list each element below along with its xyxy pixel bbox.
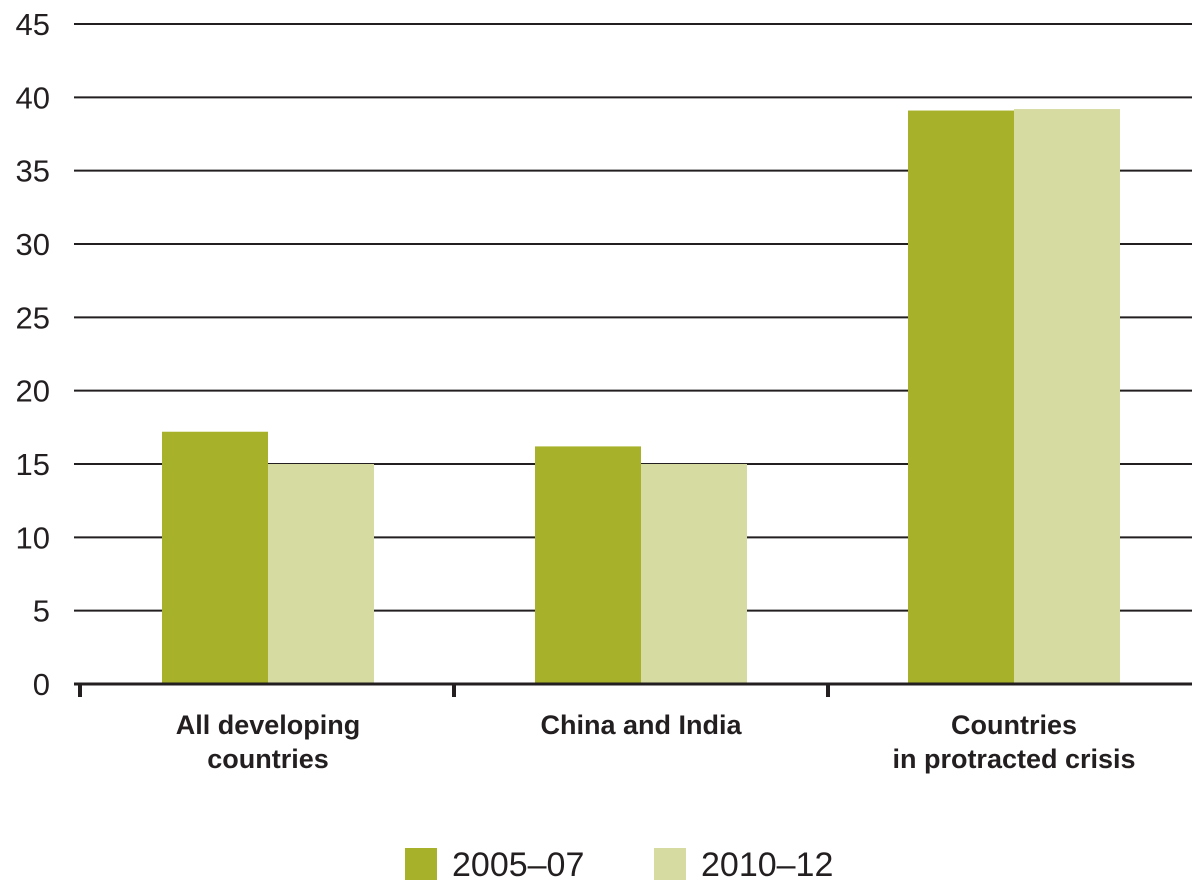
legend-swatch-2 bbox=[654, 848, 686, 880]
bar-series-2-category-3 bbox=[1014, 109, 1120, 685]
x-category-label: countries bbox=[207, 744, 329, 774]
y-axis-tick-labels: 0 5 10 15 20 25 30 35 40 45 bbox=[16, 7, 50, 702]
x-axis bbox=[74, 682, 1192, 697]
bar-series-2-category-2 bbox=[641, 464, 747, 684]
bar-series-1-category-2 bbox=[535, 446, 641, 684]
x-category-label: China and India bbox=[540, 710, 742, 740]
bars bbox=[162, 109, 1120, 685]
bar-series-1-category-3 bbox=[908, 110, 1014, 685]
legend-label-1: 2005–07 bbox=[452, 846, 584, 882]
x-category-label: in protracted crisis bbox=[892, 744, 1135, 774]
y-tick-label: 45 bbox=[16, 7, 50, 42]
bar-series-2-category-1 bbox=[268, 464, 374, 684]
y-tick-label: 30 bbox=[16, 227, 50, 262]
y-tick-label: 0 bbox=[33, 667, 50, 702]
legend-swatch-1 bbox=[405, 848, 437, 880]
legend-label-2: 2010–12 bbox=[701, 846, 833, 882]
y-tick-label: 25 bbox=[16, 300, 50, 335]
y-tick-label: 5 bbox=[33, 594, 50, 629]
y-tick-label: 15 bbox=[16, 447, 50, 482]
bar-series-1-category-1 bbox=[162, 431, 268, 684]
y-tick-label: 35 bbox=[16, 154, 50, 189]
legend: 2005–07 2010–12 bbox=[405, 846, 833, 882]
y-tick-label: 20 bbox=[16, 374, 50, 409]
y-tick-label: 10 bbox=[16, 520, 50, 555]
y-tick-label: 40 bbox=[16, 80, 50, 115]
x-category-label: All developing bbox=[176, 710, 361, 740]
x-category-label: Countries bbox=[951, 710, 1077, 740]
x-axis-category-labels: All developing countries China and India Co… bbox=[176, 710, 1136, 774]
